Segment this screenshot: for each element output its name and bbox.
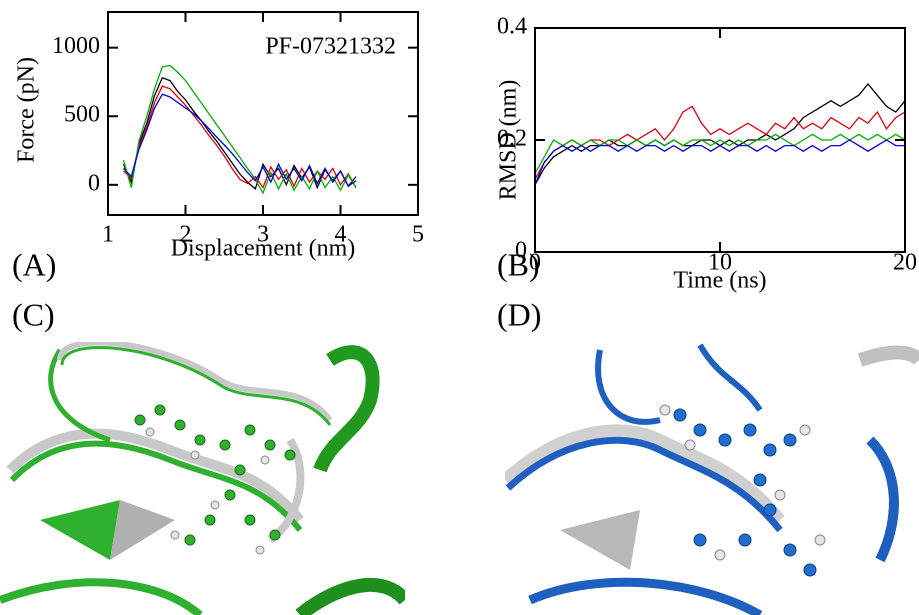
x-tick-label: 5 — [412, 222, 424, 248]
x-tick-label: 2 — [180, 222, 192, 248]
data-line — [122, 64, 357, 195]
y-axis-title: Force (pN) — [14, 57, 40, 163]
data-line — [123, 93, 357, 188]
y-tick-label: 500 — [64, 102, 100, 128]
panel-label: (D) — [497, 296, 541, 332]
x-tick-label: 0 — [529, 250, 541, 276]
y-tick-label: 0.2 — [497, 126, 527, 152]
x-tick-label: 3 — [257, 222, 269, 248]
x-tick-label: 1 — [102, 222, 114, 248]
data-line — [534, 82, 906, 186]
panel-label: (C) — [12, 296, 55, 332]
y-axis-title: RMSD (nm) — [496, 80, 522, 201]
panel-label: (B) — [497, 246, 540, 282]
x-axis-title: Time (ns) — [673, 268, 766, 294]
y-tick-label: 1000 — [52, 33, 100, 59]
structure-image-c — [0, 342, 405, 615]
structure-image-d — [505, 342, 919, 615]
data-line — [534, 133, 906, 174]
x-tick-label: 4 — [335, 222, 347, 248]
data-line — [534, 105, 906, 180]
x-tick-label: 10 — [708, 250, 732, 276]
x-axis-title: Displacement (nm) — [171, 236, 356, 262]
y-tick-label: 0 — [88, 170, 100, 196]
annotation: PF-07321332 — [265, 34, 396, 60]
data-line — [122, 76, 357, 191]
data-line — [534, 139, 905, 186]
panel-label: (A) — [12, 246, 56, 282]
y-tick-label: 0.4 — [497, 14, 527, 40]
x-tick-label: 20 — [893, 250, 917, 276]
y-tick-label: 0 — [515, 238, 527, 264]
